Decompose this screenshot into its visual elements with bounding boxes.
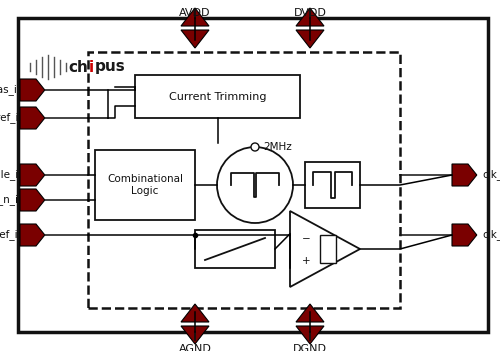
Polygon shape	[296, 304, 324, 322]
Bar	[95, 150, 195, 220]
Text: 2MHz: 2MHz	[263, 142, 292, 152]
Text: clk_ready_o: clk_ready_o	[482, 170, 500, 180]
Bar	[195, 230, 275, 268]
Text: idle_i: idle_i	[0, 170, 18, 180]
Polygon shape	[20, 79, 45, 101]
Text: AGND: AGND	[178, 344, 212, 351]
Polygon shape	[181, 30, 209, 48]
Polygon shape	[452, 224, 477, 246]
Bar	[305, 162, 360, 208]
Text: i: i	[89, 60, 94, 74]
Polygon shape	[290, 211, 360, 287]
Text: Combinational
Logic: Combinational Logic	[107, 174, 183, 196]
Bar	[18, 18, 488, 332]
Text: +: +	[302, 256, 310, 266]
Polygon shape	[20, 107, 45, 129]
Bar	[88, 52, 400, 308]
Polygon shape	[452, 164, 477, 186]
Text: ch: ch	[68, 60, 88, 74]
Polygon shape	[296, 30, 324, 48]
Text: off_n_i: off_n_i	[0, 194, 18, 205]
Polygon shape	[181, 304, 209, 322]
Text: vbias_i: vbias_i	[0, 85, 18, 95]
Circle shape	[217, 147, 293, 223]
Text: DGND: DGND	[293, 344, 327, 351]
Text: vref_i: vref_i	[0, 230, 18, 240]
Text: iref_i: iref_i	[0, 113, 18, 124]
Bar	[135, 75, 300, 118]
Text: −: −	[302, 234, 311, 244]
Polygon shape	[181, 8, 209, 26]
Polygon shape	[296, 326, 324, 344]
Polygon shape	[20, 189, 45, 211]
Text: DVDD: DVDD	[294, 8, 326, 18]
Polygon shape	[20, 224, 45, 246]
Text: AVDD: AVDD	[179, 8, 211, 18]
Polygon shape	[20, 164, 45, 186]
Text: clk_o: clk_o	[482, 230, 500, 240]
Polygon shape	[296, 8, 324, 26]
Text: Current Trimming: Current Trimming	[169, 92, 266, 101]
Text: pus: pus	[95, 60, 126, 74]
Bar	[320, 235, 336, 263]
Polygon shape	[181, 326, 209, 344]
Circle shape	[251, 143, 259, 151]
